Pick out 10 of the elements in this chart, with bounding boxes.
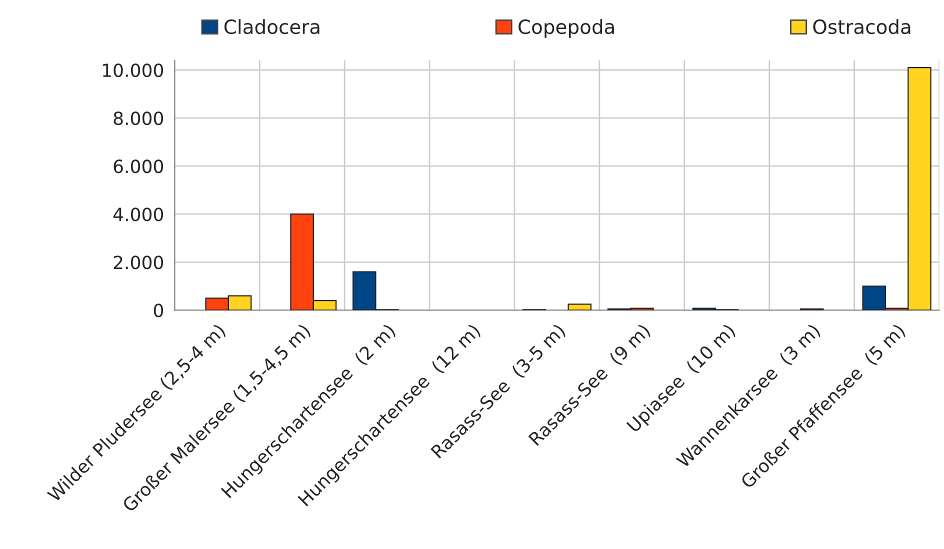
y-tick-label: 4.000 bbox=[113, 208, 164, 222]
bar bbox=[568, 304, 592, 310]
y-tick-label: 0 bbox=[154, 304, 164, 318]
y-tick-label: 8.000 bbox=[114, 111, 164, 126]
y-tick-label: 6.000 bbox=[114, 160, 164, 174]
legend-label: Ostracoda bbox=[813, 19, 910, 34]
legend-label: Cladocera bbox=[224, 19, 320, 34]
y-tick-label: 10.000 bbox=[103, 63, 164, 78]
y-tick-label: 2.000 bbox=[114, 256, 164, 270]
legend-label: Copepoda bbox=[518, 19, 614, 38]
